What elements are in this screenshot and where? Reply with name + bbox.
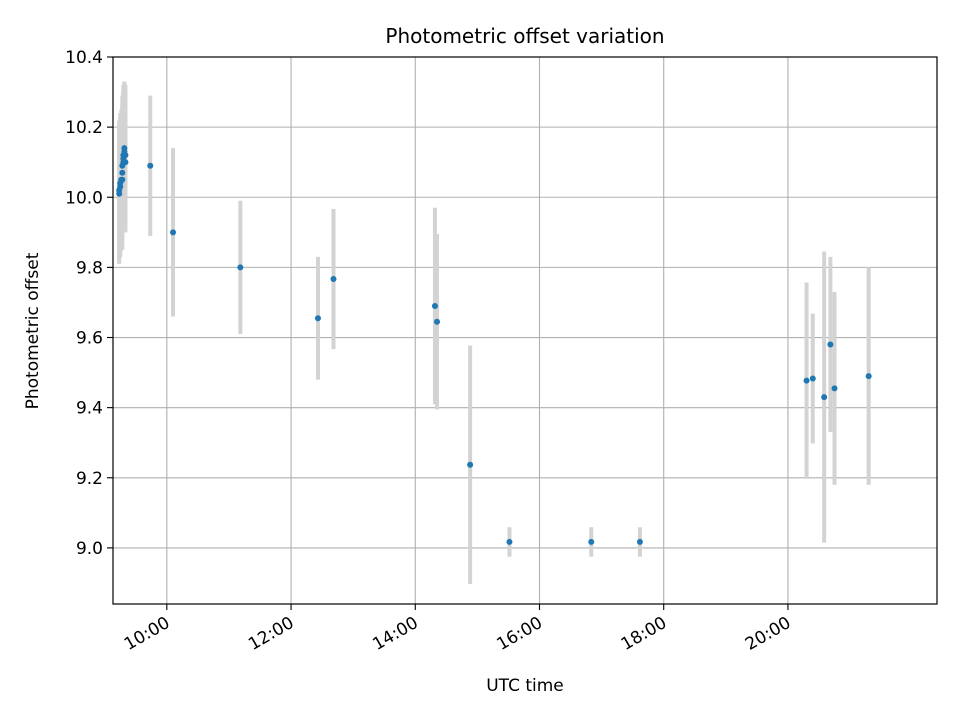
data-point (434, 318, 441, 325)
y-tick-label: 10.4 (65, 48, 103, 68)
data-point (809, 375, 816, 382)
y-tick-label: 10.0 (65, 188, 103, 208)
data-point (803, 377, 810, 384)
y-tick-label: 10.2 (65, 118, 103, 138)
data-point (122, 159, 129, 166)
data-point (467, 461, 474, 468)
y-tick-label: 9.6 (76, 329, 103, 349)
data-point (865, 373, 872, 380)
data-point (314, 315, 321, 322)
data-point (170, 229, 177, 236)
data-point (636, 538, 643, 545)
data-point (330, 275, 337, 282)
data-point (431, 302, 438, 309)
data-point (122, 152, 129, 159)
data-points (116, 145, 872, 545)
y-tick-label: 9.0 (76, 539, 103, 559)
y-axis-ticks: 9.0 9.2 9.4 9.6 9.8 10.0 10.2 10.4 (65, 48, 113, 559)
y-tick-label: 9.4 (76, 399, 103, 419)
data-point (147, 162, 154, 169)
y-tick-label: 9.8 (76, 258, 103, 278)
data-point (821, 394, 828, 401)
data-point (831, 385, 838, 392)
data-point (121, 145, 128, 152)
data-point (119, 176, 126, 183)
plot-area-frame (112, 56, 938, 605)
y-axis-label: Photometric offset (23, 252, 43, 409)
data-point (827, 341, 834, 348)
data-point (506, 538, 513, 545)
chart-title: Photometric offset variation (385, 24, 664, 48)
data-point (119, 169, 126, 176)
y-tick-label: 9.2 (76, 469, 103, 489)
x-axis-label: UTC time (486, 676, 564, 696)
data-point (588, 538, 595, 545)
data-point (237, 264, 244, 271)
